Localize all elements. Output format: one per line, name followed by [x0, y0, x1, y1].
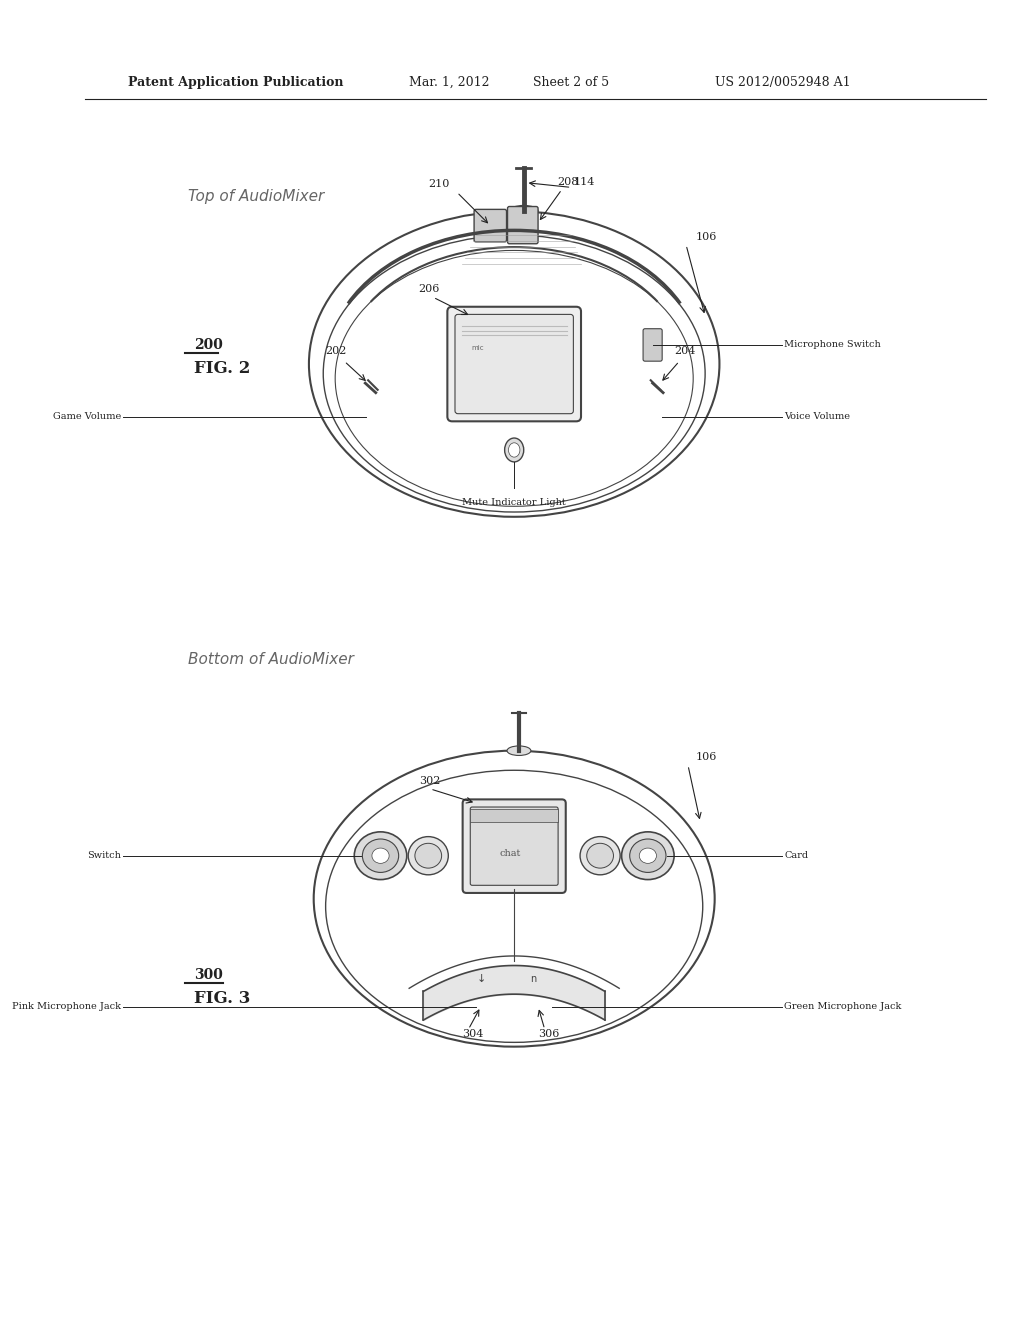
- Text: 210: 210: [428, 180, 450, 190]
- FancyBboxPatch shape: [643, 329, 663, 362]
- Text: 204: 204: [675, 346, 696, 356]
- Text: Microphone Switch: Microphone Switch: [784, 341, 881, 350]
- Text: Mute Indicator Light: Mute Indicator Light: [462, 498, 566, 507]
- Text: 206: 206: [419, 284, 440, 294]
- Text: 106: 106: [695, 752, 717, 762]
- Text: FIG. 2: FIG. 2: [195, 360, 251, 378]
- Text: Top of AudioMixer: Top of AudioMixer: [187, 190, 324, 205]
- Text: 306: 306: [538, 1030, 559, 1039]
- Text: 300: 300: [195, 968, 223, 982]
- Ellipse shape: [587, 843, 613, 869]
- Ellipse shape: [505, 438, 523, 462]
- Ellipse shape: [362, 840, 398, 873]
- Ellipse shape: [509, 442, 520, 457]
- Ellipse shape: [630, 840, 666, 873]
- Text: Game Volume: Game Volume: [52, 412, 121, 421]
- Text: chat: chat: [500, 849, 521, 858]
- Ellipse shape: [509, 206, 538, 216]
- Bar: [470, 809, 558, 822]
- Text: FIG. 3: FIG. 3: [195, 990, 251, 1007]
- Ellipse shape: [639, 847, 656, 863]
- FancyBboxPatch shape: [508, 206, 538, 244]
- Ellipse shape: [580, 837, 621, 875]
- FancyBboxPatch shape: [455, 314, 573, 413]
- Text: 200: 200: [195, 338, 223, 352]
- Text: Mar. 1, 2012: Mar. 1, 2012: [410, 77, 489, 88]
- Text: Patent Application Publication: Patent Application Publication: [128, 77, 343, 88]
- Text: 106: 106: [695, 232, 717, 242]
- Text: 202: 202: [326, 346, 346, 356]
- Text: Green Microphone Jack: Green Microphone Jack: [784, 1002, 902, 1011]
- Ellipse shape: [409, 837, 449, 875]
- Ellipse shape: [622, 832, 674, 879]
- Text: Card: Card: [784, 851, 809, 861]
- FancyBboxPatch shape: [474, 210, 507, 242]
- Ellipse shape: [372, 847, 389, 863]
- Text: mic: mic: [471, 345, 484, 351]
- Ellipse shape: [415, 843, 441, 869]
- FancyBboxPatch shape: [463, 800, 565, 892]
- Text: 304: 304: [462, 1030, 483, 1039]
- Ellipse shape: [507, 746, 530, 755]
- Text: ↓: ↓: [477, 974, 486, 983]
- Text: Bottom of AudioMixer: Bottom of AudioMixer: [187, 652, 353, 668]
- Text: Sheet 2 of 5: Sheet 2 of 5: [534, 77, 609, 88]
- Text: US 2012/0052948 A1: US 2012/0052948 A1: [715, 77, 850, 88]
- Text: n: n: [530, 974, 537, 983]
- Text: 302: 302: [419, 776, 440, 787]
- Text: 114: 114: [573, 177, 595, 186]
- Text: Switch: Switch: [87, 851, 121, 861]
- Ellipse shape: [354, 832, 407, 879]
- FancyBboxPatch shape: [470, 807, 558, 886]
- FancyBboxPatch shape: [447, 306, 581, 421]
- Text: Voice Volume: Voice Volume: [784, 412, 850, 421]
- Text: Pink Microphone Jack: Pink Microphone Jack: [12, 1002, 121, 1011]
- Text: 208: 208: [557, 177, 579, 186]
